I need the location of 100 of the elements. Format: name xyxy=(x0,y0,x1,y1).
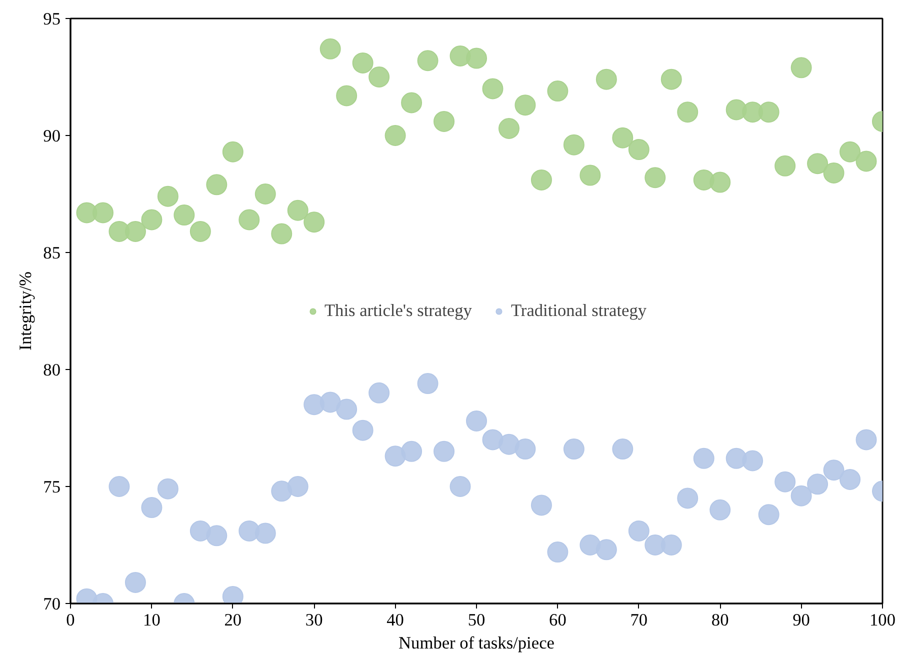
point xyxy=(157,186,178,207)
point xyxy=(677,102,698,123)
y-tick-label: 95 xyxy=(43,10,60,28)
point xyxy=(368,66,390,88)
x-tick-label: 90 xyxy=(792,610,810,630)
point xyxy=(660,534,682,556)
point xyxy=(693,448,714,469)
legend-label: This article's strategy xyxy=(324,300,472,320)
point xyxy=(856,429,877,450)
point xyxy=(271,480,292,502)
point xyxy=(774,471,796,492)
point xyxy=(807,153,828,174)
point xyxy=(628,139,650,160)
point xyxy=(320,38,341,60)
point xyxy=(174,204,195,226)
point xyxy=(628,520,650,542)
point xyxy=(498,118,520,139)
point xyxy=(190,220,211,242)
point xyxy=(758,504,780,526)
legend-label: Traditional strategy xyxy=(510,300,647,320)
point xyxy=(434,110,455,132)
point xyxy=(807,474,828,495)
point xyxy=(823,460,844,481)
point xyxy=(466,48,487,69)
point xyxy=(336,85,358,106)
point xyxy=(254,184,276,204)
point xyxy=(677,488,698,509)
point xyxy=(482,78,504,100)
point xyxy=(401,92,422,114)
point xyxy=(336,398,358,420)
point xyxy=(352,52,374,74)
x-tick-label: 80 xyxy=(711,610,729,630)
x-tick-label: 70 xyxy=(630,610,648,630)
x-tick-label: 100 xyxy=(870,610,896,630)
point xyxy=(92,202,114,224)
point xyxy=(660,68,682,90)
x-axis-title: Number of tasks/piece xyxy=(398,634,555,652)
point xyxy=(254,522,276,544)
point xyxy=(514,438,536,460)
x-tick-label: 60 xyxy=(549,610,566,630)
point xyxy=(580,534,601,556)
y-tick-label: 80 xyxy=(43,360,60,380)
point xyxy=(596,539,617,560)
point xyxy=(644,167,666,188)
x-tick-label: 10 xyxy=(143,610,160,630)
point xyxy=(304,212,325,233)
point xyxy=(384,446,406,467)
point xyxy=(401,440,422,462)
point xyxy=(612,438,634,460)
y-tick-label: 75 xyxy=(43,478,60,496)
point xyxy=(530,169,552,190)
point xyxy=(547,80,568,102)
point xyxy=(141,209,162,230)
point xyxy=(790,485,812,506)
point xyxy=(482,429,504,450)
point xyxy=(450,476,471,497)
point xyxy=(530,494,552,516)
point xyxy=(840,469,861,490)
x-tick-label: 40 xyxy=(386,610,404,630)
point xyxy=(790,57,812,78)
point xyxy=(124,572,146,593)
point xyxy=(352,420,374,441)
point xyxy=(320,392,341,413)
point xyxy=(417,373,438,394)
point xyxy=(206,174,228,196)
point xyxy=(612,127,634,148)
point xyxy=(580,164,601,186)
point xyxy=(563,134,584,156)
point xyxy=(157,478,178,500)
point xyxy=(758,102,780,123)
point xyxy=(710,499,731,520)
point xyxy=(840,141,861,162)
point xyxy=(466,410,487,432)
point xyxy=(710,172,731,193)
point xyxy=(238,209,260,230)
point xyxy=(287,476,308,497)
point xyxy=(141,497,162,518)
y-tick-label: 70 xyxy=(43,594,60,614)
y-axis-title: Integrity/% xyxy=(16,272,36,350)
point xyxy=(124,220,146,242)
x-tick-label: 20 xyxy=(224,610,242,630)
x-tick-label: 50 xyxy=(468,610,486,630)
point xyxy=(384,125,406,146)
point xyxy=(774,155,796,176)
point xyxy=(271,223,292,244)
point xyxy=(563,438,584,460)
point xyxy=(856,150,877,172)
point xyxy=(222,141,244,162)
point xyxy=(108,476,130,497)
point xyxy=(498,434,520,455)
point xyxy=(823,162,844,184)
point xyxy=(368,382,390,404)
x-tick-label: 0 xyxy=(66,610,75,630)
point xyxy=(547,542,568,562)
point xyxy=(417,50,438,72)
point xyxy=(434,440,455,462)
point xyxy=(190,520,211,542)
y-tick-label: 90 xyxy=(43,126,60,146)
x-tick-label: 30 xyxy=(305,610,323,630)
point xyxy=(514,94,536,116)
